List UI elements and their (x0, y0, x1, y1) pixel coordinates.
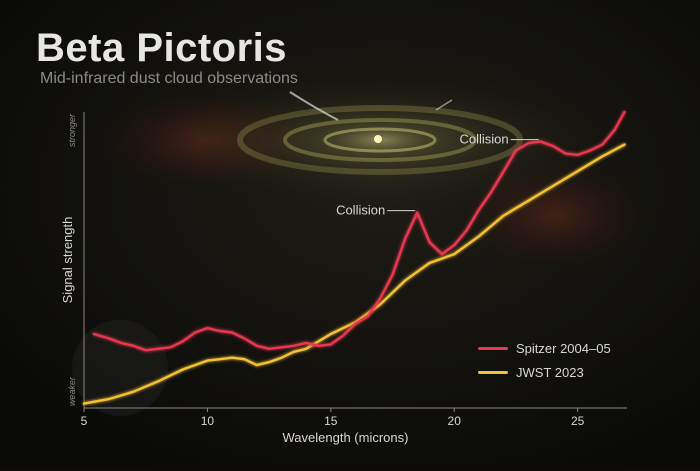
data-point-jwst (82, 402, 86, 405)
annotation-label: Collision (336, 203, 385, 218)
chart-subtitle: Mid-infrared dust cloud observations (40, 70, 298, 87)
data-point-spitzer (623, 110, 626, 114)
data-point-spitzer (490, 190, 493, 193)
data-point-jwst (268, 361, 271, 364)
data-point-spitzer (268, 347, 271, 350)
data-point-jwst (255, 364, 258, 367)
data-point-spitzer (354, 322, 357, 325)
data-point-jwst (576, 170, 579, 173)
x-axis-label: Wavelength (microns) (283, 430, 409, 445)
data-point-jwst (231, 356, 234, 359)
data-point-spitzer (613, 128, 616, 131)
y-tick-label-stronger: stronger (67, 113, 77, 147)
data-point-jwst (329, 332, 332, 336)
data-point-jwst (206, 359, 209, 362)
legend-swatch-jwst (478, 370, 508, 374)
axes: 5 10 15 20 25 Wavelength (microns) Signal stre… (60, 112, 627, 445)
x-tick-label: 20 (448, 414, 462, 428)
data-point-spitzer (181, 340, 184, 343)
legend-item-spitzer: Spitzer 2004–05 (478, 336, 611, 360)
y-axis-label: Signal strength (60, 217, 75, 304)
data-point-jwst (181, 368, 184, 371)
data-point-spitzer (465, 229, 468, 232)
data-point-spitzer (255, 344, 258, 347)
data-point-spitzer (588, 149, 592, 152)
legend-label-spitzer: Spitzer 2004–05 (516, 340, 611, 356)
data-point-spitzer (440, 253, 443, 256)
data-point-spitzer (218, 329, 221, 333)
data-point-spitzer (342, 334, 345, 337)
data-point-jwst (107, 398, 110, 401)
data-point-spitzer (551, 144, 555, 148)
data-point-jwst (551, 184, 555, 188)
legend: Spitzer 2004–05 JWST 2023 (478, 336, 611, 384)
data-point-jwst (305, 347, 308, 350)
chart-title: Beta Pictoris (36, 26, 288, 70)
x-tick-label: 10 (201, 414, 215, 428)
data-point-jwst (218, 358, 221, 361)
data-point-spitzer (231, 331, 234, 334)
data-point-jwst (156, 380, 160, 383)
data-point-spitzer (564, 152, 567, 155)
data-point-spitzer (280, 346, 283, 349)
data-point-spitzer (366, 315, 369, 318)
data-point-jwst (428, 261, 431, 265)
data-point-spitzer (169, 346, 172, 349)
data-point-jwst (601, 155, 604, 158)
data-point-spitzer (403, 238, 406, 241)
data-point-jwst (403, 279, 406, 282)
series-layer (82, 110, 626, 405)
annotations-layer: Collision Collision (336, 132, 539, 218)
data-point-spitzer (92, 332, 95, 336)
data-point-jwst (379, 303, 382, 306)
data-point-spitzer (527, 142, 530, 145)
data-point-jwst (527, 199, 530, 202)
legend-item-jwst: JWST 2023 (478, 360, 611, 384)
data-point-spitzer (539, 140, 542, 143)
y-tick-label-weaker: weaker (67, 376, 77, 406)
data-point-spitzer (132, 344, 135, 347)
data-point-spitzer (144, 349, 147, 352)
legend-label-jwst: JWST 2023 (516, 364, 584, 380)
data-point-spitzer (416, 211, 419, 214)
legend-swatch-spitzer (478, 346, 508, 350)
data-point-spitzer (477, 208, 480, 211)
data-point-spitzer (305, 341, 308, 344)
data-point-spitzer (119, 341, 123, 344)
data-point-jwst (243, 358, 246, 361)
data-point-spitzer (107, 337, 110, 340)
data-point-jwst (502, 214, 505, 217)
data-point-jwst (280, 356, 283, 359)
data-point-spitzer (428, 241, 431, 244)
data-point-spitzer (453, 244, 456, 247)
x-tick-label: 15 (324, 414, 338, 428)
data-point-spitzer (243, 337, 246, 340)
data-point-spitzer (292, 344, 295, 347)
data-point-spitzer (514, 149, 518, 152)
data-point-jwst (477, 235, 480, 238)
data-point-spitzer (576, 153, 579, 156)
data-point-jwst (453, 253, 456, 256)
data-point-spitzer (206, 327, 209, 330)
data-point-spitzer (194, 331, 197, 334)
data-point-spitzer (502, 170, 505, 173)
data-point-spitzer (329, 343, 332, 346)
data-point-spitzer (317, 344, 320, 347)
series-line-spitzer (92, 110, 626, 352)
annotation-label: Collision (459, 132, 508, 147)
data-point-jwst (132, 390, 135, 393)
data-point-spitzer (156, 347, 160, 350)
data-point-spitzer (379, 297, 382, 300)
data-point-jwst (623, 143, 626, 146)
data-point-jwst (292, 350, 295, 353)
data-point-spitzer (601, 143, 604, 146)
x-tick-label: 25 (571, 414, 585, 428)
x-tick-label: 5 (81, 414, 88, 428)
data-point-spitzer (391, 273, 394, 276)
